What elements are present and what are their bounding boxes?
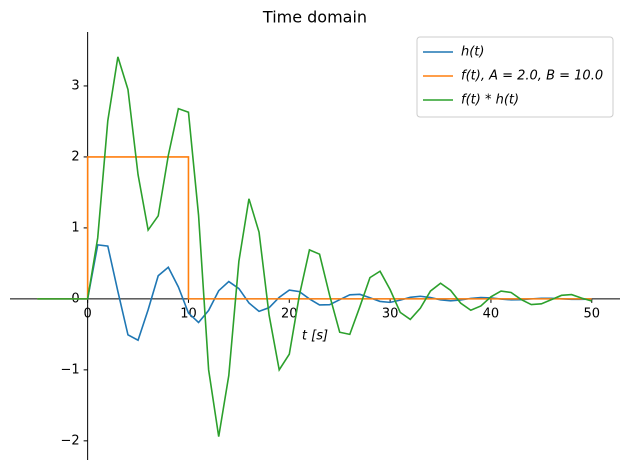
x-tick-label: 40: [483, 306, 500, 321]
y-tick-label: 2: [71, 149, 79, 164]
y-tick-label: 3: [71, 78, 79, 93]
legend-label: h(t): [461, 45, 484, 60]
y-tick-label: −1: [60, 362, 79, 377]
x-tick-label: 20: [281, 306, 298, 321]
y-tick-label: −2: [60, 433, 79, 448]
series-line: [37, 56, 592, 437]
x-tick-label: 50: [583, 306, 600, 321]
x-axis-label: t [s]: [302, 328, 328, 343]
legend-label: f(t) * h(t): [461, 93, 519, 108]
series-line: [37, 156, 592, 300]
x-tick-label: 30: [382, 306, 399, 321]
legend-label: f(t), A = 2.0, B = 10.0: [461, 69, 603, 84]
x-tick-label: 0: [83, 306, 91, 321]
y-tick-label: 1: [71, 220, 79, 235]
chart-title: Time domain: [262, 8, 367, 27]
legend-box: [416, 36, 614, 118]
